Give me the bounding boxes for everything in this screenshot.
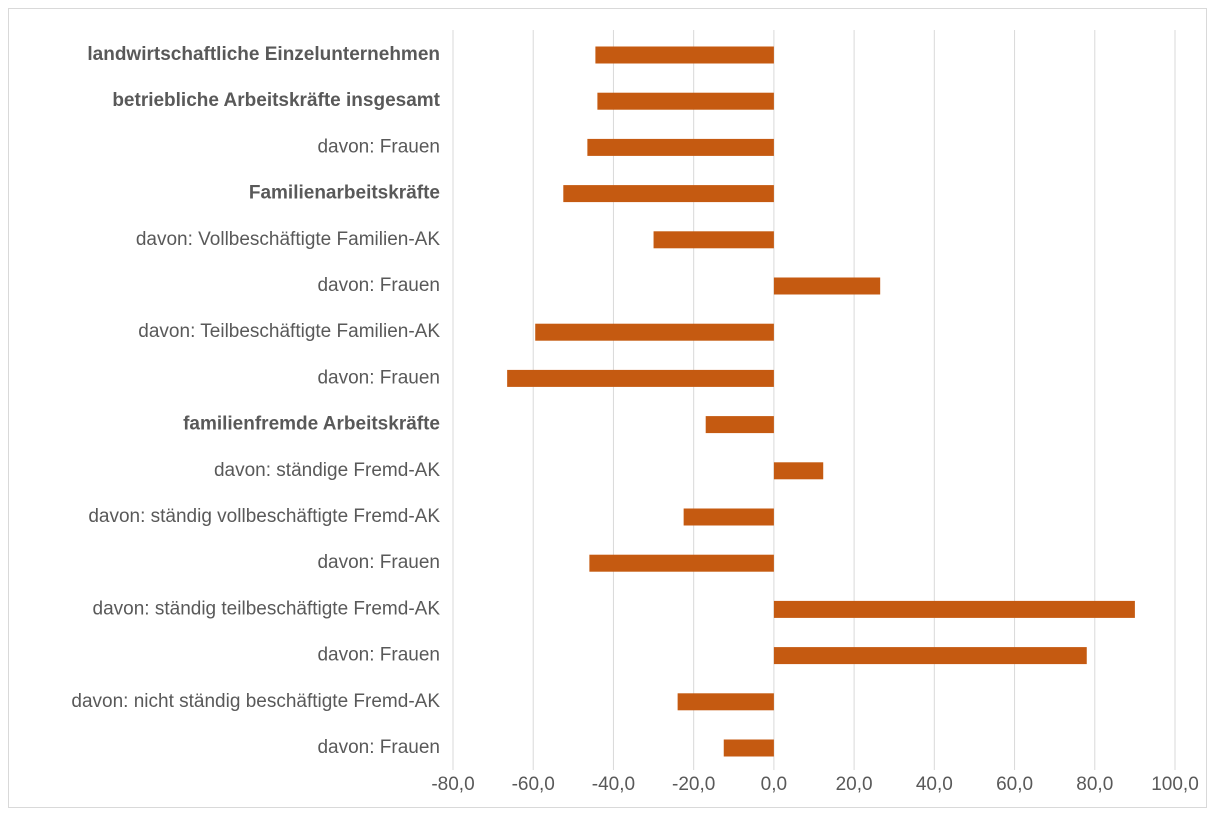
bar bbox=[535, 323, 774, 341]
bar bbox=[587, 138, 774, 156]
category-label: davon: Teilbeschäftigte Familien-AK bbox=[138, 321, 440, 342]
category-label: davon: nicht ständig beschäftigte Fremd-… bbox=[71, 691, 440, 712]
x-tick-label: -40,0 bbox=[592, 774, 635, 795]
x-tick-label: -20,0 bbox=[672, 774, 715, 795]
category-labels: landwirtschaftliche Einzelunternehmen bet… bbox=[71, 44, 440, 758]
bar bbox=[589, 554, 774, 572]
bars bbox=[507, 46, 1135, 757]
x-tick-label: 80,0 bbox=[1076, 774, 1113, 795]
category-label: betriebliche Arbeitskräfte insgesamt bbox=[112, 90, 440, 111]
x-axis-tick-labels: -80,0 -60,0 -40,0 -20,0 0,0 20,0 40,0 60,0 80,0 1… bbox=[431, 774, 1198, 795]
bar bbox=[705, 416, 774, 434]
bar bbox=[683, 508, 774, 526]
category-label: Familienarbeitskräfte bbox=[249, 183, 440, 204]
bar bbox=[773, 600, 1135, 618]
x-tick-label: -60,0 bbox=[512, 774, 555, 795]
bar bbox=[677, 693, 774, 711]
category-label: davon: Frauen bbox=[317, 645, 440, 666]
category-label: davon: Frauen bbox=[317, 367, 440, 388]
bar bbox=[773, 277, 881, 295]
x-tick-label: 60,0 bbox=[996, 774, 1033, 795]
x-tick-label: 0,0 bbox=[761, 774, 787, 795]
bar bbox=[773, 647, 1087, 665]
x-tick-label: 20,0 bbox=[836, 774, 873, 795]
x-tick-label: -80,0 bbox=[431, 774, 474, 795]
category-label: davon: Vollbeschäftigte Familien-AK bbox=[136, 229, 440, 250]
bar bbox=[595, 46, 774, 64]
category-label: davon: ständige Fremd-AK bbox=[214, 460, 440, 481]
bar bbox=[653, 231, 774, 249]
bar bbox=[507, 369, 774, 387]
gridlines bbox=[452, 30, 1176, 770]
x-tick-label: 100,0 bbox=[1151, 774, 1199, 795]
category-label: davon: Frauen bbox=[317, 552, 440, 573]
bar bbox=[773, 462, 824, 480]
category-label: davon: ständig vollbeschäftigte Fremd-AK bbox=[88, 506, 440, 527]
x-tick-label: 40,0 bbox=[916, 774, 953, 795]
category-label: davon: ständig teilbeschäftigte Fremd-AK bbox=[93, 598, 441, 619]
bar bbox=[563, 185, 774, 203]
bar bbox=[597, 92, 774, 110]
bar bbox=[723, 739, 774, 757]
category-label: familienfremde Arbeitskräfte bbox=[183, 414, 440, 435]
category-label: davon: Frauen bbox=[317, 275, 440, 296]
category-label: davon: Frauen bbox=[317, 136, 440, 157]
category-label: davon: Frauen bbox=[317, 737, 440, 758]
category-label: landwirtschaftliche Einzelunternehmen bbox=[87, 44, 440, 65]
